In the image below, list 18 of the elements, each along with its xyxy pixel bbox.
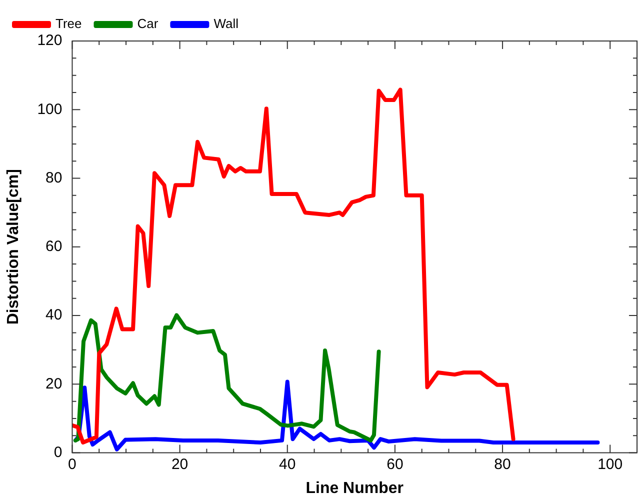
y-tick-label: 0 [54,444,62,461]
y-tick-label: 120 [37,32,62,50]
y-tick-label: 80 [46,169,62,186]
x-tick-label: 20 [171,456,188,473]
y-tick-label: 40 [46,306,62,324]
x-tick-label: 40 [279,456,296,473]
legend-label: Wall [214,16,239,32]
y-axis-title: Distortion Value[cm] [5,169,22,325]
legend-label: Car [137,16,159,32]
y-tick-label: 60 [46,238,62,256]
x-tick-label: 0 [68,456,76,473]
y-tick-label: 100 [37,100,62,118]
x-axis-title: Line Number [306,480,404,497]
x-tick-label: 80 [494,456,511,473]
legend-label: Tree [56,16,82,32]
x-tick-label: 60 [386,456,404,473]
y-tick-label: 20 [46,375,62,392]
x-tick-label: 100 [598,456,623,473]
